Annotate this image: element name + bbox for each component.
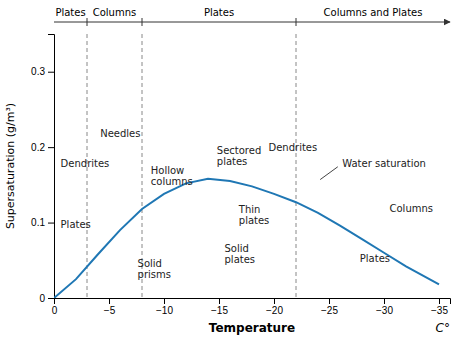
annotation: Plates bbox=[61, 219, 91, 230]
zone-boundary bbox=[296, 34, 297, 298]
annotation: Needles bbox=[100, 128, 140, 139]
x-tick-mark bbox=[164, 298, 165, 304]
x-tick-label: −5 bbox=[104, 305, 116, 316]
x-tick: −20 bbox=[266, 298, 283, 316]
x-tick-mark bbox=[219, 298, 220, 304]
y-axis-line bbox=[48, 35, 55, 299]
annotation: Sectoredplates bbox=[217, 145, 261, 167]
annotation: Thinplates bbox=[238, 204, 270, 226]
x-tick-label: −35 bbox=[431, 305, 448, 316]
x-tick: −15 bbox=[211, 298, 228, 316]
y-tick-mark bbox=[48, 298, 54, 299]
x-tick-label: −15 bbox=[211, 305, 228, 316]
zone-bar-line bbox=[54, 22, 450, 23]
y-tick: 0.1 bbox=[31, 217, 54, 228]
zone-label: Columns and Plates bbox=[324, 7, 423, 18]
y-tick-label: 0.3 bbox=[31, 66, 45, 77]
zone-tick bbox=[296, 18, 297, 26]
x-tick-label: −25 bbox=[321, 305, 338, 316]
x-tick: −30 bbox=[376, 298, 393, 316]
x-tick-label: −20 bbox=[266, 305, 283, 316]
y-tick-label: 0.2 bbox=[31, 142, 45, 153]
zone-label: Plates bbox=[204, 7, 234, 18]
zone-bar: Plates Columns Plates Columns and Plates bbox=[54, 7, 450, 26]
x-axis-title: Temperature bbox=[209, 321, 295, 335]
y-axis: 0 0.1 0.2 0.3 bbox=[31, 35, 54, 304]
water-saturation-line bbox=[54, 179, 439, 298]
x-axis: 0 −5 −10 −15 −20 −25 −30 −35 bbox=[52, 298, 451, 316]
y-tick-mark bbox=[48, 147, 54, 148]
x-tick-mark bbox=[329, 298, 330, 304]
annotation-leader bbox=[320, 167, 338, 180]
annotation: Solidplates bbox=[225, 243, 256, 265]
x-tick-mark bbox=[109, 298, 110, 304]
annotation: Solidprisms bbox=[138, 258, 171, 280]
x-tick-mark bbox=[274, 298, 275, 304]
y-tick-mark bbox=[48, 223, 54, 224]
zone-label: Columns bbox=[93, 7, 137, 18]
x-tick-label: −10 bbox=[156, 305, 173, 316]
annotation: Dendrites bbox=[61, 158, 110, 169]
y-tick: 0.2 bbox=[31, 142, 54, 153]
zone-label: Plates bbox=[55, 7, 85, 18]
y-tick: 0 bbox=[39, 293, 54, 304]
x-unit-label: C° bbox=[436, 321, 450, 335]
x-tick: 0 bbox=[52, 298, 58, 316]
annotation: Dendrites bbox=[269, 142, 318, 153]
y-axis-title: Supersaturation (g/m³) bbox=[4, 103, 17, 229]
annotation: Water saturation bbox=[342, 158, 426, 169]
x-tick-label: −30 bbox=[376, 305, 393, 316]
marks bbox=[54, 34, 439, 298]
annotations: Dendrites Plates Needles Hollowcolumns Solid… bbox=[61, 128, 433, 280]
y-tick-mark bbox=[48, 72, 54, 73]
x-axis-line bbox=[55, 299, 451, 305]
y-tick-label: 0.1 bbox=[31, 217, 45, 228]
x-tick-mark bbox=[384, 298, 385, 304]
annotation: Columns bbox=[390, 203, 434, 214]
y-tick-label: 0 bbox=[39, 293, 45, 304]
annotation: Hollowcolumns bbox=[151, 165, 193, 187]
zone-tick bbox=[87, 18, 88, 26]
x-tick: −5 bbox=[104, 298, 116, 316]
x-tick: −25 bbox=[321, 298, 338, 316]
chart: 0 −5 −10 −15 −20 −25 −30 −35 0 0.1 0.2 0.3 Plates Col… bbox=[0, 0, 474, 338]
y-tick: 0.3 bbox=[31, 66, 54, 77]
zone-tick bbox=[142, 18, 143, 26]
x-tick-mark bbox=[439, 298, 440, 304]
plot: 0 −5 −10 −15 −20 −25 −30 −35 0 0.1 0.2 0.3 Plates Col… bbox=[31, 7, 450, 316]
annotation: Plates bbox=[360, 253, 390, 264]
x-tick: −10 bbox=[156, 298, 173, 316]
x-tick: −35 bbox=[431, 298, 448, 316]
x-tick-label: 0 bbox=[52, 305, 58, 316]
